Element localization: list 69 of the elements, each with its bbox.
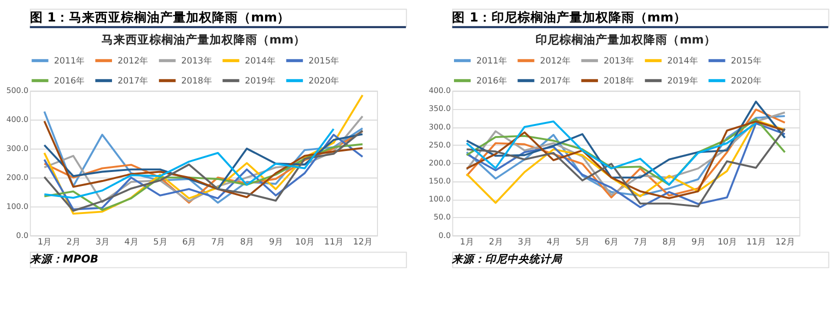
- y-tick-label: 250.0: [428, 140, 451, 150]
- legend-label: 2016年: [476, 76, 508, 87]
- legend-label: 2017年: [118, 76, 149, 87]
- x-tick-label: 2月: [66, 238, 82, 248]
- legend-label: 2020年: [730, 76, 762, 87]
- legend-label: 2014年: [667, 56, 698, 67]
- legend-label: 2018年: [181, 76, 212, 87]
- legend-label: 2015年: [308, 56, 340, 67]
- y-tick-label: 0.0: [438, 230, 451, 240]
- legend-label: 2018年: [604, 76, 635, 87]
- y-tick-label: 400.0: [6, 115, 29, 124]
- x-tick-label: 7月: [211, 238, 226, 248]
- x-tick-label: 11月: [746, 238, 766, 248]
- x-tick-label: 10月: [295, 238, 316, 248]
- x-tick-label: 3月: [95, 238, 110, 248]
- legend-label: 2016年: [54, 76, 86, 87]
- y-tick-label: 350.0: [428, 104, 451, 114]
- x-tick-label: 2月: [488, 238, 504, 248]
- line-series: [43, 94, 364, 215]
- chart-subtitle: 印尼棕榈油产量加权降雨（mm）: [536, 32, 716, 47]
- x-tick-label: 6月: [182, 238, 197, 248]
- y-tick-label: 500.0: [6, 86, 29, 96]
- y-tick-label: 300.0: [6, 144, 29, 154]
- line-series: [43, 128, 335, 199]
- legend-label: 2013年: [181, 56, 212, 67]
- y-tick-label: 200.0: [6, 172, 29, 182]
- x-tick-label: 4月: [546, 238, 562, 248]
- chart-subtitle: 马来西亚棕榈油产量加权降雨（mm）: [101, 32, 306, 47]
- x-tick-label: 8月: [662, 238, 677, 248]
- legend-label: 2013年: [604, 56, 635, 67]
- y-tick-label: 0.0: [16, 230, 29, 240]
- y-tick-label: 200.0: [428, 158, 451, 168]
- legend-label: 2014年: [244, 56, 276, 67]
- x-tick-label: 5月: [576, 238, 590, 248]
- source-note: 来源：印尼中央统计局: [451, 252, 564, 266]
- x-tick-label: 9月: [268, 238, 284, 248]
- x-tick-label: 7月: [633, 238, 648, 248]
- legend-label: 2020年: [308, 76, 340, 87]
- x-tick-label: 11月: [324, 238, 344, 248]
- x-tick-label: 8月: [240, 238, 255, 248]
- x-tick-label: 1月: [460, 238, 474, 248]
- y-tick-label: 100.0: [428, 194, 451, 204]
- x-tick-label: 12月: [353, 238, 374, 248]
- x-tick-label: 12月: [775, 238, 796, 248]
- y-tick-label: 300.0: [428, 122, 451, 132]
- y-tick-label: 150.0: [428, 176, 451, 186]
- y-tick-label: 50.0: [434, 212, 451, 222]
- x-tick-label: 10月: [717, 238, 738, 248]
- legend-label: 2012年: [540, 56, 571, 67]
- x-tick-label: 1月: [38, 238, 52, 248]
- chart-title: 图 1：马来西亚棕榈油产量加权降雨（mm）: [30, 9, 290, 24]
- x-tick-label: 3月: [518, 238, 532, 248]
- line-series: [466, 100, 786, 178]
- x-tick-label: 6月: [604, 238, 620, 248]
- legend-label: 2011年: [476, 56, 508, 67]
- legend-label: 2011年: [54, 56, 86, 67]
- y-tick-label: 100.0: [6, 202, 29, 211]
- legend-label: 2015年: [730, 56, 762, 67]
- x-tick-label: 4月: [124, 238, 139, 248]
- line-series: [43, 133, 364, 190]
- x-tick-label: 5月: [153, 238, 168, 248]
- legend-label: 2017年: [540, 76, 571, 87]
- legend-label: 2019年: [244, 76, 276, 87]
- legend-label: 2019年: [667, 76, 698, 87]
- legend-label: 2012年: [118, 56, 149, 67]
- x-tick-label: 9月: [691, 238, 706, 248]
- source-note: 来源：MPOB: [28, 253, 98, 266]
- chart-title: 图 1：印尼棕榈油产量加权降雨（mm）: [452, 9, 686, 24]
- y-tick-label: 400.0: [428, 86, 451, 96]
